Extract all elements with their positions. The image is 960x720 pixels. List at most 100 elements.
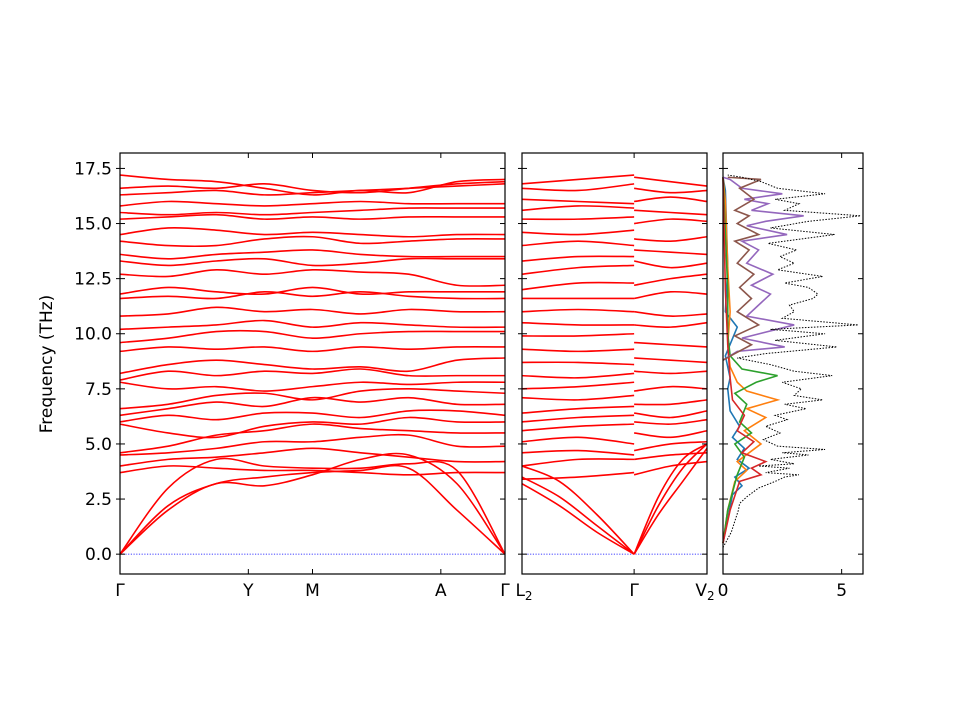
band-line-28	[119, 200, 505, 207]
band-line-5	[119, 447, 506, 467]
band-line-right-4	[634, 429, 708, 439]
band-line-right-17	[634, 249, 708, 256]
band-line-23	[119, 249, 505, 260]
axes-frame-dos	[722, 152, 864, 575]
band-line-right-19	[634, 218, 708, 225]
y-tick-label: 12.5	[74, 270, 112, 290]
band-line-26	[119, 213, 505, 220]
band-line-left-17	[521, 281, 635, 291]
band-line-11	[119, 388, 506, 410]
band-line-right-9	[634, 370, 708, 375]
band-line-right-15	[633, 273, 708, 287]
band-line-left-1	[521, 471, 635, 481]
band-lines-secondary	[521, 174, 708, 555]
band-line-left-5	[521, 423, 635, 432]
y-tick-label: 10.0	[74, 325, 112, 345]
band-line-24	[119, 235, 506, 248]
band-line-20	[119, 286, 505, 296]
band-line-right-1	[633, 460, 708, 476]
total-dos-line	[722, 174, 861, 548]
band-line-22	[119, 257, 505, 267]
band-line-left-22	[521, 216, 635, 221]
y-tick-label: 5.0	[85, 435, 112, 455]
x-tick-label: Γ	[115, 581, 125, 601]
axes-frame-secondary	[521, 152, 708, 575]
y-tick-label: 0.0	[85, 545, 112, 565]
band-line-left-2	[521, 458, 635, 467]
band-line-21	[119, 268, 506, 287]
band-line-left-12	[521, 348, 635, 353]
band-line-right-22	[634, 187, 708, 194]
band-line-right-8	[634, 385, 708, 392]
band-line-9	[119, 409, 506, 423]
band-line-left-9	[521, 381, 635, 390]
partial-dos-line-6	[722, 176, 762, 361]
band-line-left-6	[521, 414, 635, 423]
x-tick-label: M	[305, 581, 320, 601]
partial-dos-line-5	[722, 176, 804, 361]
band-line-left-19	[521, 255, 635, 262]
band-line-29	[119, 183, 506, 196]
band-line-1	[119, 452, 506, 555]
band-line-left-10	[521, 372, 635, 379]
partial-dos-line-3	[722, 177, 778, 544]
band-line-right-6	[634, 410, 708, 419]
band-line-right-10	[634, 357, 708, 364]
band-line-left-26	[521, 174, 635, 185]
band-line-3	[119, 457, 506, 555]
band-line-right-18	[634, 235, 708, 242]
x-tick-label: Γ	[500, 581, 510, 601]
band-line-right-14	[633, 290, 708, 300]
band-line-16	[119, 329, 505, 344]
band-line-6	[119, 433, 506, 456]
band-line-left-24	[521, 198, 635, 205]
band-line-12	[119, 381, 506, 392]
band-line-left-4	[521, 436, 635, 445]
band-line-8	[119, 416, 506, 439]
band-line-right-23	[634, 176, 708, 187]
x-tick-label: Y	[242, 581, 254, 601]
band-line-right-11	[634, 341, 708, 348]
band-line-left-15	[521, 308, 635, 313]
band-line-right-16	[633, 260, 708, 269]
band-line-right-21	[634, 196, 708, 203]
partial-dos-line-2	[722, 177, 781, 544]
band-line-18	[119, 306, 506, 317]
band-line-left-13	[521, 332, 635, 337]
band-structure-panel-secondary: L2 Γ V2	[515, 152, 715, 603]
band-structure-panel-main: Frequency (THz) 0.0 2.5 5.0 7.5 10.0 12.5 15.0…	[37, 152, 510, 601]
acoustic-line-left-1	[521, 482, 635, 555]
band-line-17	[119, 319, 506, 331]
band-line-10	[119, 396, 506, 417]
y-tick-label: 15.0	[74, 215, 112, 235]
band-line-27	[119, 207, 505, 216]
axes-frame-main	[119, 152, 506, 575]
band-line-left-7	[521, 405, 635, 414]
y-axis-label: Frequency (THz)	[37, 295, 57, 434]
y-tick-label: 17.5	[74, 159, 112, 179]
y-tick-label: 7.5	[85, 380, 112, 400]
band-line-19	[119, 291, 506, 300]
y-tick-label: 2.5	[85, 490, 112, 510]
band-line-left-14	[521, 321, 635, 326]
tick-marks-main: 0.0 2.5 5.0 7.5 10.0 12.5 15.0 17.5 Γ Y M A Γ	[74, 153, 510, 601]
band-line-right-20	[634, 209, 708, 216]
band-lines-main	[119, 174, 506, 555]
band-line-2	[119, 464, 506, 555]
band-line-left-23	[521, 205, 635, 212]
band-line-right-13	[634, 310, 708, 317]
band-line-25	[119, 226, 506, 238]
band-line-left-21	[521, 229, 635, 236]
dos-lines	[722, 174, 861, 548]
band-line-right-7	[634, 399, 708, 406]
band-line-left-8	[521, 394, 635, 401]
x-tick-label: 5	[836, 581, 847, 601]
band-line-right-3	[633, 440, 708, 452]
band-line-31	[119, 174, 506, 196]
band-line-left-11	[521, 361, 635, 366]
x-tick-label: 0	[718, 581, 729, 601]
